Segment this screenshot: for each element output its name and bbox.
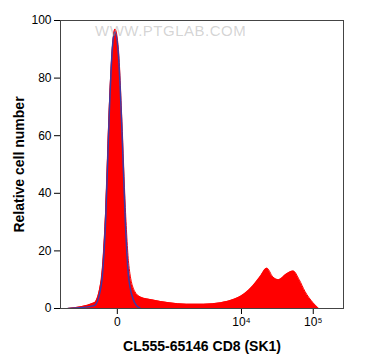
html-text:WWW.PTGLAB.COM: WWW.PTGLAB.COM — [95, 22, 247, 39]
svg-text:40: 40 — [38, 186, 52, 200]
svg-text:20: 20 — [38, 244, 52, 258]
svg-text:CL555-65146 CD8 (SK1): CL555-65146 CD8 (SK1) — [123, 338, 281, 354]
svg-text:100: 100 — [31, 13, 51, 27]
svg-text:0: 0 — [114, 315, 121, 329]
svg-text:Relative cell number: Relative cell number — [11, 96, 27, 233]
svg-text:60: 60 — [38, 129, 52, 143]
svg-text:10⁴: 10⁴ — [232, 315, 251, 329]
svg-text:0: 0 — [45, 301, 52, 315]
svg-text:10⁵: 10⁵ — [304, 315, 322, 329]
svg-text:80: 80 — [38, 71, 52, 85]
